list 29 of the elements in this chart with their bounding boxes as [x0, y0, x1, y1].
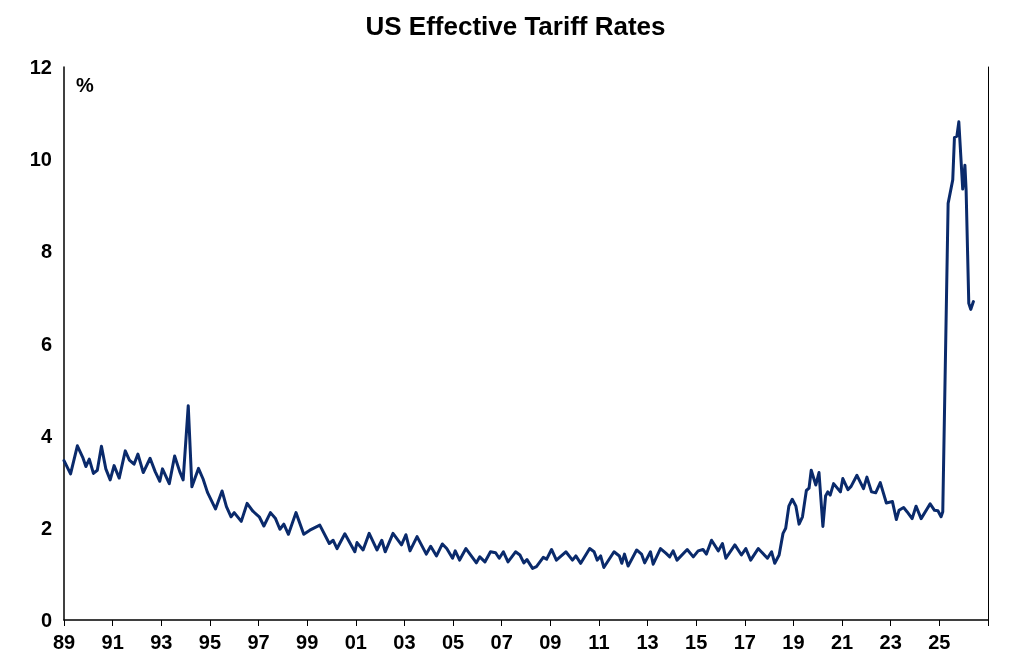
x-tick-label: 19 [782, 631, 805, 653]
y-tick-label: 10 [29, 148, 52, 171]
x-tick-label: 03 [393, 631, 416, 653]
x-tick-label: 23 [879, 631, 902, 653]
x-tick-label: 17 [733, 631, 756, 653]
x-tick-label: 07 [490, 631, 513, 653]
x-tick-label: 01 [344, 631, 367, 653]
chart-title: US Effective Tariff Rates [365, 11, 666, 41]
x-tick-label: 11 [588, 631, 610, 653]
y-tick-label: 2 [40, 516, 52, 539]
x-tick-label: 05 [441, 631, 465, 653]
y-tick-label: 4 [40, 424, 53, 447]
x-tick-label: 21 [830, 631, 854, 653]
x-tick-label: 25 [928, 631, 951, 653]
x-tick-label: 89 [52, 631, 76, 653]
x-tick-label: 97 [247, 631, 270, 653]
y-tick-label: 8 [40, 240, 52, 263]
line-series [62, 120, 975, 570]
x-tick-label: 93 [150, 631, 173, 653]
x-tick-label: 15 [685, 631, 708, 653]
y-tick-label: 0 [40, 609, 52, 631]
x-tick-label: 13 [636, 631, 659, 653]
y-tick-label: 6 [40, 332, 52, 355]
x-tick-label: 91 [101, 631, 124, 653]
x-tick-label: 95 [198, 631, 222, 653]
y-tick-label: 12 [29, 56, 52, 78]
x-tick-label: 99 [296, 631, 319, 653]
x-tick-label: 09 [539, 631, 562, 653]
y-axis-title: % [76, 74, 94, 96]
